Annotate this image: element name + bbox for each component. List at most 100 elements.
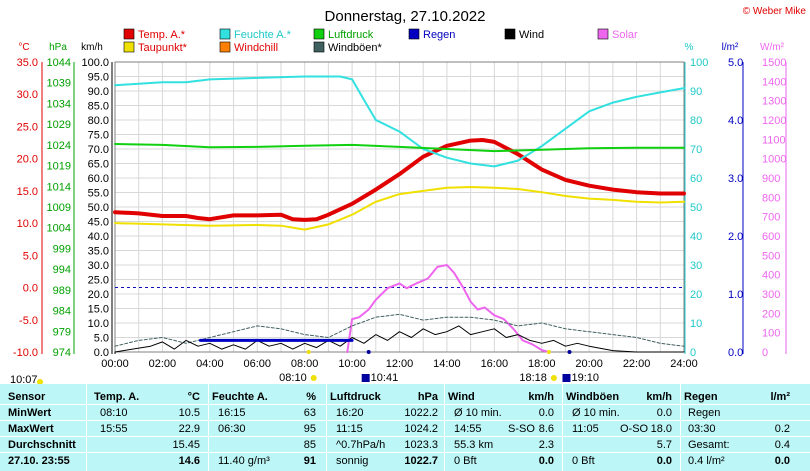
table-row-sep-3 — [0, 452, 810, 453]
legend-swatch-8 — [313, 41, 325, 53]
row-temp-value-3: 14.6 — [178, 455, 200, 467]
chart-title: Donnerstag, 27.10.2022 — [325, 8, 486, 25]
tick-pressure-8: 1004 — [47, 223, 71, 235]
event-left-time: 10:07 — [10, 374, 38, 384]
tick-pressure-14: 974 — [53, 347, 71, 359]
tick-wind-16: 20.0 — [88, 289, 109, 301]
tick-x-2: 04:00 — [196, 358, 224, 370]
row-gust-time-1: 11:05 — [572, 423, 599, 435]
row-hum-value-1: 95 — [303, 423, 316, 435]
tick-temp-7: 0.0 — [23, 283, 38, 295]
row-press-time-2: ^0.7hPa/h — [336, 439, 386, 451]
row-wind-time-2: 55.3 km — [454, 439, 494, 451]
tick-x-0: 00:00 — [101, 358, 129, 370]
tick-wind-4: 80.0 — [88, 115, 109, 127]
tick-temp-6: 5.0 — [23, 250, 38, 262]
tick-humidity-3: 70 — [690, 144, 702, 156]
header-sensor: Sensor — [8, 391, 46, 403]
chart-legend: Temp. A.* Feuchte A.* Luftdruck Regen Wind So… — [123, 28, 638, 54]
tick-pressure-0: 1044 — [47, 57, 71, 69]
tick-wind-8: 60.0 — [88, 173, 109, 185]
credit-text: © Weber Mike — [743, 6, 807, 17]
table-col-sep-4 — [562, 384, 563, 471]
row-gust-value-0: 0.0 — [656, 407, 672, 419]
header-rain-unit: l/m² — [770, 391, 790, 403]
header-press-unit: hPa — [417, 391, 438, 403]
row-temp-time-1: 15:55 — [100, 423, 128, 435]
table-row-sep-2 — [0, 436, 810, 437]
plot-area — [113, 75, 686, 353]
row-label-1: MaxWert — [8, 423, 54, 435]
tick-humidity-9: 10 — [690, 318, 702, 330]
tick-rain-3: 2.0 — [728, 231, 743, 243]
tick-humidity-0: 100 — [690, 57, 708, 69]
unit-press: hPa — [49, 42, 67, 53]
tick-pressure-9: 999 — [53, 243, 71, 255]
tick-x-10: 20:00 — [575, 358, 603, 370]
row-wind-value-3: 0.0 — [538, 455, 554, 467]
tick-humidity-8: 20 — [690, 289, 702, 301]
sun-moon-events: 10:07 08:10 10:41 18:18 19:10 — [10, 350, 599, 384]
sunset-icon — [550, 375, 557, 381]
statistics-table: Sensor Temp. A. °C Feuchte A.% Luftdruck hPa W… — [0, 384, 810, 471]
table-col-sep-2 — [326, 384, 327, 471]
moonset-time: 19:10 — [571, 372, 599, 384]
tick-wind-19: 5.0 — [94, 333, 109, 345]
unit-temp: °C — [18, 42, 29, 53]
legend-label-7: Windchill — [234, 42, 278, 54]
tick-pressure-2: 1034 — [47, 98, 71, 110]
weather-chart: Donnerstag, 27.10.2022 © Weber Mike Temp… — [10, 6, 807, 384]
sunrise-icon — [310, 375, 317, 381]
tick-solar-11: 400 — [762, 270, 780, 282]
legend-label-0: Temp. A.* — [138, 29, 186, 41]
tick-wind-15: 25.0 — [88, 275, 109, 287]
row-gust-dir-1: O-SO — [620, 423, 649, 435]
row-hum-value-3: 91 — [303, 455, 316, 467]
series-line-3 — [114, 143, 685, 153]
legend-label-5: Solar — [612, 29, 638, 41]
tick-temp-4: 15.0 — [17, 186, 38, 198]
tick-humidity-4: 60 — [690, 173, 702, 185]
tick-pressure-4: 1024 — [47, 140, 71, 152]
tick-wind-13: 35.0 — [88, 246, 109, 258]
row-wind-time-1: 14:55 — [454, 423, 482, 435]
header-gust-unit: km/h — [646, 391, 672, 403]
tick-temp-2: 25.0 — [17, 121, 38, 133]
tick-solar-2: 1300 — [762, 96, 786, 108]
tick-wind-7: 65.0 — [88, 159, 109, 171]
unit-solar: W/m² — [760, 42, 785, 53]
row-press-value-3: 1022.7 — [404, 455, 438, 467]
header-wind-unit: km/h — [528, 391, 554, 403]
tick-temp-0: 35.0 — [17, 57, 38, 69]
row-press-time-3: sonnig — [336, 455, 369, 467]
row-label-2: Durchschnitt — [8, 439, 76, 451]
tick-wind-1: 95.0 — [88, 72, 109, 84]
tick-wind-5: 75.0 — [88, 130, 109, 142]
tick-pressure-1: 1039 — [47, 78, 71, 90]
tick-rain-2: 3.0 — [728, 173, 743, 185]
header-gust: Windböen — [566, 391, 620, 403]
row-hum-time-0: 16:15 — [218, 407, 246, 419]
event-axis-marker-1 — [366, 350, 371, 354]
table-row-sep-0 — [0, 404, 810, 405]
tick-temp-1: 30.0 — [17, 89, 38, 101]
moonrise-time: 10:41 — [371, 372, 399, 384]
tick-solar-12: 300 — [762, 289, 780, 301]
row-hum-value-2: 85 — [303, 439, 316, 451]
tick-wind-12: 40.0 — [88, 231, 109, 243]
row-gust-value-3: 0.0 — [656, 455, 672, 467]
row-wind-value-0: 0.0 — [538, 407, 554, 419]
tick-humidity-6: 40 — [690, 231, 702, 243]
tick-x-3: 06:00 — [243, 358, 271, 370]
header-hum-unit: % — [306, 391, 316, 403]
plot-frame — [114, 61, 685, 353]
row-press-value-1: 1024.2 — [404, 423, 438, 435]
tick-wind-14: 30.0 — [88, 260, 109, 272]
tick-pressure-5: 1019 — [47, 161, 71, 173]
series-line-5 — [114, 313, 685, 347]
tick-wind-17: 15.0 — [88, 304, 109, 316]
legend-swatch-6 — [123, 41, 135, 53]
legend-label-3: Regen — [423, 29, 455, 41]
tick-pressure-7: 1009 — [47, 202, 71, 214]
tick-humidity-1: 90 — [690, 86, 702, 98]
